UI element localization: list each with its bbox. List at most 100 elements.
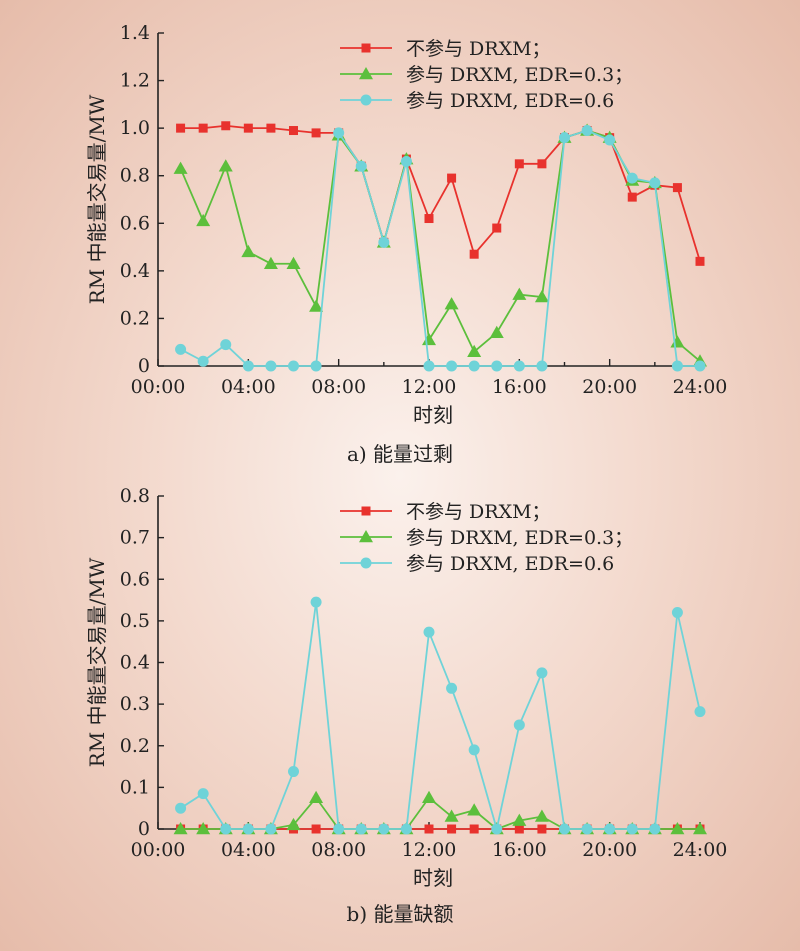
series-2-point (604, 134, 616, 146)
series-2-point (400, 823, 412, 835)
series-1-point (512, 813, 527, 826)
series-1-point (534, 290, 549, 303)
series-1-point (286, 256, 301, 269)
legend: 不参与 DRXM； 参与 DRXM, EDR=0.3； 参与 DRXM, EDR=0… (340, 38, 633, 112)
series-2-point (626, 172, 638, 184)
series-2-point (491, 360, 503, 372)
y-tick-label: 0.5 (120, 610, 150, 632)
series-0-point (424, 214, 434, 224)
series-2-point (468, 744, 480, 756)
series-1-point (196, 822, 211, 835)
x-tick-label: 12:00 (402, 839, 457, 861)
series-1-point (512, 287, 527, 300)
series-2-point (513, 360, 525, 372)
series-2-point (604, 823, 616, 835)
series-2-point (220, 823, 232, 835)
series-0-point (469, 824, 479, 834)
series-2-point (694, 360, 706, 372)
series-0-point (627, 192, 637, 202)
series-0-point (311, 128, 321, 138)
x-tick-label: 12:00 (402, 376, 457, 398)
chart-caption: b) 能量缺额 (347, 902, 454, 926)
legend-marker (361, 43, 371, 53)
y-axis-title: RM 中能量交易量/MW (85, 557, 109, 767)
series-2-point (671, 607, 683, 619)
y-tick-label: 0.7 (120, 527, 150, 549)
series-0-point (537, 824, 547, 834)
legend-marker (360, 94, 372, 106)
series-2-line (180, 129, 700, 367)
series-2-point (468, 360, 480, 372)
series-2-point (559, 823, 570, 835)
series-0-point (695, 256, 705, 266)
legend-label: 参与 DRXM, EDR=0.3； (406, 527, 633, 549)
series-1-point (422, 790, 436, 804)
y-tick-label: 0.4 (120, 260, 150, 282)
legend-marker (359, 530, 373, 543)
legend-label: 不参与 DRXM； (406, 38, 551, 60)
x-tick-label: 16:00 (492, 376, 547, 398)
x-tick-label: 20:00 (582, 839, 637, 861)
series-1-line (180, 796, 700, 831)
series-2-point (242, 823, 254, 835)
series-0-point (424, 824, 434, 834)
series-2-point (333, 823, 345, 835)
series-2-point (265, 360, 277, 372)
series-2-point (423, 360, 435, 372)
series-1-point (422, 332, 436, 346)
series-2-point (581, 823, 593, 835)
legend-label: 参与 DRXM, EDR=0.3； (406, 64, 633, 86)
series-1-point (467, 803, 482, 816)
y-tick-label: 0.3 (120, 693, 150, 715)
series-0-point (289, 126, 298, 136)
series-1-point (309, 790, 324, 804)
chart-b: 0 0.1 0.2 0.3 0.4 0.5 0.6 0.7 0.8 00:00 04:00 08:00… (85, 485, 727, 926)
series-2-point (310, 360, 322, 372)
series-2-point (175, 802, 187, 814)
y-tick-label: 1.2 (120, 70, 150, 92)
series-2-point (333, 127, 345, 139)
series-2-point (559, 132, 570, 144)
x-tick-label: 08:00 (311, 839, 366, 861)
series-2-point (197, 355, 209, 367)
x-tick-label: 08:00 (311, 376, 366, 398)
legend-marker (361, 506, 371, 516)
series-0-point (469, 249, 479, 259)
series-1-point (444, 809, 459, 822)
series-2-point (513, 719, 525, 731)
series-1-point (196, 213, 211, 227)
series-1-point (309, 299, 324, 312)
x-tick-label: 04:00 (221, 839, 276, 861)
series-2-point (355, 160, 367, 172)
series-1 (173, 123, 707, 367)
series-0-point (176, 123, 186, 133)
y-tick-label: 0 (138, 355, 150, 377)
series-0 (176, 121, 705, 266)
series-2-point (649, 823, 661, 835)
series-2-point (581, 125, 593, 137)
series-2-point (626, 823, 638, 835)
series-0-point (537, 159, 547, 169)
series-0-point (243, 123, 253, 133)
chart-caption: a) 能量过剩 (347, 442, 453, 466)
y-axis-title: RM 中能量交易量/MW (85, 94, 109, 304)
series-2-point (265, 823, 277, 835)
series-2-point (423, 626, 435, 638)
series-1-point (693, 822, 707, 835)
legend-marker (359, 67, 373, 80)
legend: 不参与 DRXM； 参与 DRXM, EDR=0.3； 参与 DRXM, EDR=0… (340, 501, 633, 575)
series-1-point (173, 161, 188, 174)
series-1-line (179, 129, 701, 362)
series-0-point (447, 173, 457, 183)
series-0-point (514, 824, 524, 834)
series-2-point (649, 177, 661, 189)
chart-a: 0 0.2 0.4 0.6 0.8 1.0 1.2 1.4 00:00 04:00 08:00 12:… (85, 22, 727, 466)
series-2-point (288, 766, 299, 778)
series-0-point (492, 223, 502, 233)
series-0-point (447, 824, 457, 834)
series-2-point (378, 823, 390, 835)
x-tick-label: 20:00 (582, 376, 637, 398)
y-tick-label: 0.8 (120, 485, 150, 507)
x-tick-label: 00:00 (131, 839, 186, 861)
series-1-point (467, 344, 482, 357)
